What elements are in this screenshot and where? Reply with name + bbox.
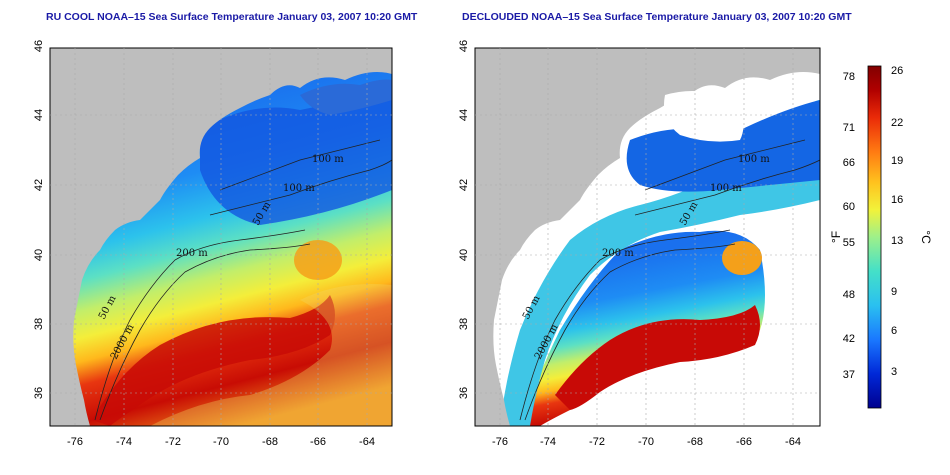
colorbar-gradient bbox=[867, 65, 882, 409]
svg-text:46: 46 bbox=[33, 40, 45, 52]
svg-text:36: 36 bbox=[33, 387, 45, 399]
svg-text:-64: -64 bbox=[359, 436, 375, 448]
svg-text:13: 13 bbox=[891, 235, 903, 247]
lat-lon-grid bbox=[50, 48, 392, 426]
gulf-of-maine-water bbox=[626, 100, 820, 192]
celsius-unit-label: °C bbox=[919, 230, 933, 244]
contour-label: 100 m bbox=[710, 183, 742, 194]
svg-text:78: 78 bbox=[843, 71, 855, 83]
svg-text:48: 48 bbox=[843, 289, 855, 301]
svg-text:66: 66 bbox=[843, 157, 855, 169]
svg-text:-66: -66 bbox=[736, 436, 752, 448]
gulf-stream-core bbox=[92, 295, 335, 426]
svg-text:37: 37 bbox=[843, 369, 855, 381]
svg-text:38: 38 bbox=[33, 318, 45, 330]
cloud-noise-region bbox=[150, 284, 392, 426]
land-mid-atlantic bbox=[475, 200, 580, 426]
svg-text:55: 55 bbox=[843, 237, 855, 249]
svg-text:26: 26 bbox=[891, 65, 903, 77]
land-new-england bbox=[50, 48, 392, 200]
svg-text:-66: -66 bbox=[310, 436, 326, 448]
svg-text:42: 42 bbox=[33, 179, 45, 191]
svg-text:16: 16 bbox=[891, 194, 903, 206]
latitude-axis: 46 44 42 40 38 36 bbox=[33, 40, 45, 399]
celsius-ticks: 26 22 19 16 13 9 6 3 bbox=[891, 65, 903, 378]
isobath-contours bbox=[94, 139, 392, 421]
contour-label: 100 m bbox=[283, 183, 315, 194]
cloud-gap bbox=[664, 91, 744, 142]
warm-core-ring bbox=[722, 241, 762, 275]
temperature-colorbar: 78 71 66 60 55 48 42 37 26 22 19 16 13 9… bbox=[829, 65, 933, 409]
contour-label: 100 m bbox=[738, 154, 770, 165]
svg-text:19: 19 bbox=[891, 155, 903, 167]
svg-text:71: 71 bbox=[843, 122, 855, 134]
latitude-axis: 46 44 42 40 38 36 bbox=[458, 40, 470, 399]
svg-text:3: 3 bbox=[891, 366, 897, 378]
svg-text:-76: -76 bbox=[67, 436, 83, 448]
isobath-contours bbox=[519, 139, 820, 421]
svg-text:60: 60 bbox=[843, 201, 855, 213]
panel-title-declouded: DECLOUDED NOAA–15 Sea Surface Temperatur… bbox=[462, 11, 852, 23]
gulf-of-maine-water bbox=[200, 90, 392, 225]
fahrenheit-ticks: 78 71 66 60 55 48 42 37 bbox=[843, 71, 855, 381]
svg-text:42: 42 bbox=[458, 179, 470, 191]
svg-text:-68: -68 bbox=[687, 436, 703, 448]
svg-text:-72: -72 bbox=[589, 436, 605, 448]
svg-text:-72: -72 bbox=[165, 436, 181, 448]
map-panel-raw: 100 m 100 m 50 m 200 m 50 m 2000 m 46 44… bbox=[33, 40, 393, 448]
gulf-stream-core bbox=[555, 305, 760, 410]
contour-label: 200 m bbox=[176, 248, 208, 259]
nova-scotia-water bbox=[300, 79, 392, 115]
fahrenheit-unit-label: °F bbox=[829, 231, 843, 243]
svg-text:-68: -68 bbox=[262, 436, 278, 448]
svg-text:6: 6 bbox=[891, 325, 897, 337]
contour-label: 200 m bbox=[602, 248, 634, 259]
svg-text:44: 44 bbox=[458, 109, 470, 121]
land-new-england bbox=[475, 48, 820, 200]
map-panel-declouded: 100 m 100 m 50 m 200 m 50 m 2000 m 46 44… bbox=[458, 40, 821, 448]
svg-text:40: 40 bbox=[33, 249, 45, 261]
svg-text:-74: -74 bbox=[540, 436, 556, 448]
svg-text:36: 36 bbox=[458, 387, 470, 399]
svg-text:-76: -76 bbox=[492, 436, 508, 448]
lat-lon-grid bbox=[475, 48, 820, 426]
svg-text:-70: -70 bbox=[638, 436, 654, 448]
longitude-axis: -76 -74 -72 -70 -68 -66 -64 bbox=[67, 436, 375, 448]
map-frame bbox=[474, 47, 821, 427]
svg-text:9: 9 bbox=[891, 286, 897, 298]
svg-text:46: 46 bbox=[458, 40, 470, 52]
land-mid-atlantic bbox=[50, 200, 160, 426]
longitude-axis: -76 -74 -72 -70 -68 -66 -64 bbox=[492, 436, 801, 448]
svg-text:-64: -64 bbox=[785, 436, 801, 448]
svg-text:44: 44 bbox=[33, 109, 45, 121]
cloud-gap bbox=[760, 208, 820, 426]
contour-label: 100 m bbox=[312, 154, 344, 165]
svg-text:-74: -74 bbox=[116, 436, 132, 448]
panel-title-raw: RU COOL NOAA–15 Sea Surface Temperature … bbox=[46, 11, 418, 23]
svg-text:-70: -70 bbox=[213, 436, 229, 448]
svg-text:38: 38 bbox=[458, 318, 470, 330]
svg-text:42: 42 bbox=[843, 333, 855, 345]
svg-text:22: 22 bbox=[891, 117, 903, 129]
svg-text:40: 40 bbox=[458, 249, 470, 261]
